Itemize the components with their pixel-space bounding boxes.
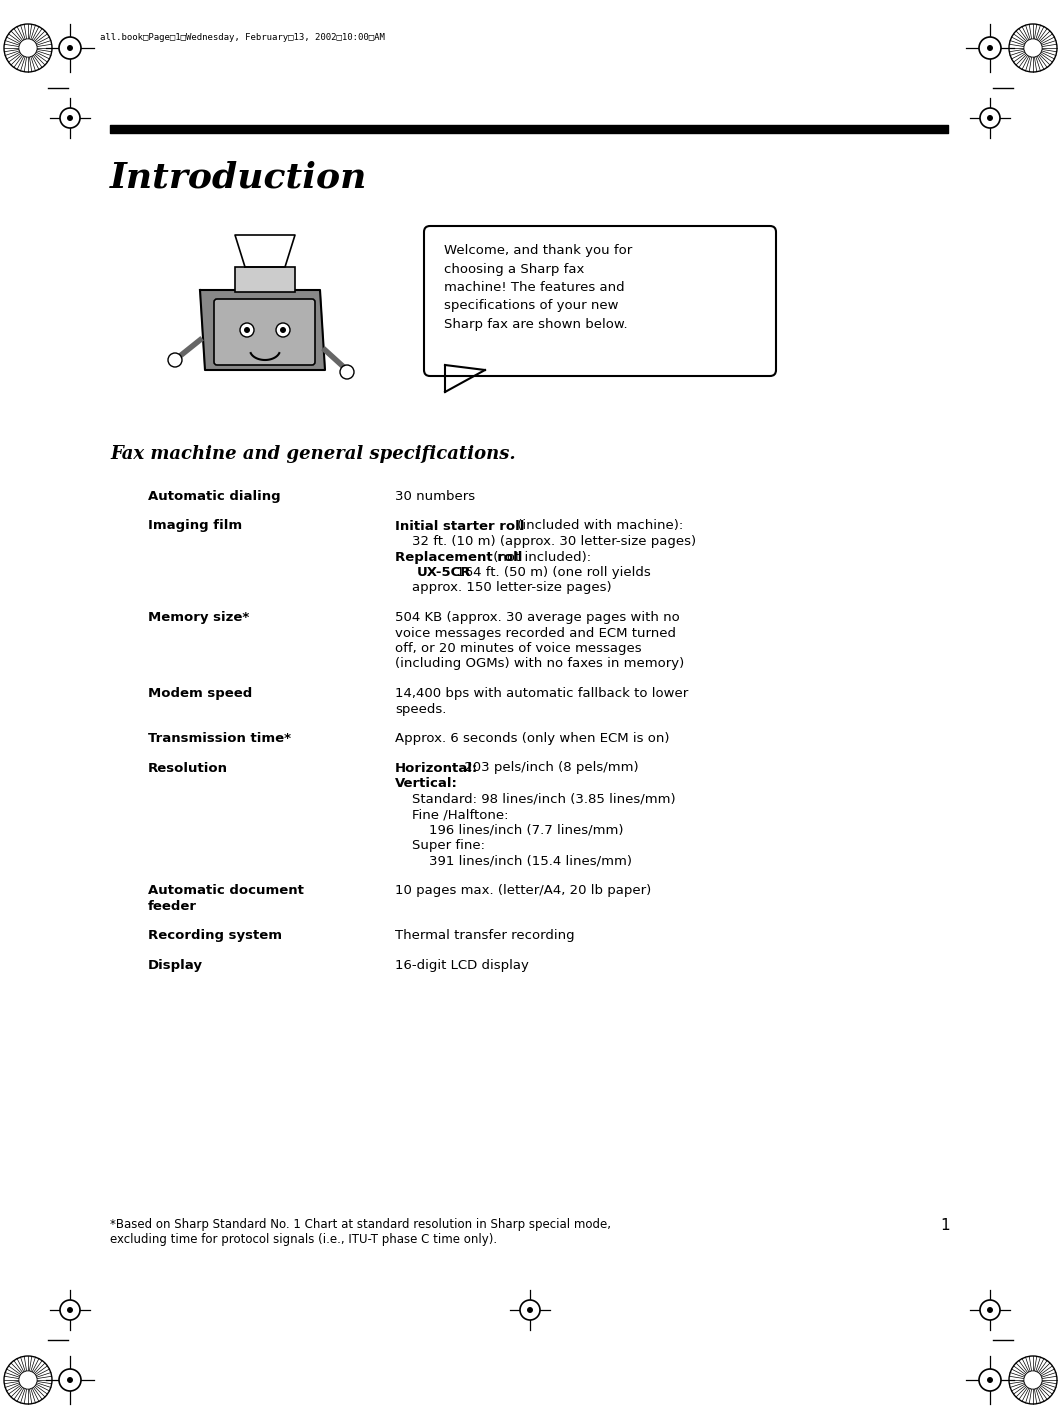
Circle shape xyxy=(19,1371,37,1389)
Text: Resolution: Resolution xyxy=(147,761,228,774)
Circle shape xyxy=(168,353,182,367)
Circle shape xyxy=(987,1377,993,1382)
Text: Modem speed: Modem speed xyxy=(147,687,253,700)
Circle shape xyxy=(60,109,80,129)
Text: all.book□Page□1□Wednesday, February□13, 2002□10:00□AM: all.book□Page□1□Wednesday, February□13, … xyxy=(100,33,385,43)
Text: 32 ft. (10 m) (approx. 30 letter-size pages): 32 ft. (10 m) (approx. 30 letter-size pa… xyxy=(395,536,696,548)
Text: Imaging film: Imaging film xyxy=(147,520,242,533)
Circle shape xyxy=(520,1299,540,1319)
Circle shape xyxy=(19,39,37,57)
Text: Fax machine and general specifications.: Fax machine and general specifications. xyxy=(110,446,516,463)
Circle shape xyxy=(59,37,81,59)
Circle shape xyxy=(987,116,993,121)
Circle shape xyxy=(980,1299,1001,1319)
FancyBboxPatch shape xyxy=(424,226,776,376)
Text: approx. 150 letter-size pages): approx. 150 letter-size pages) xyxy=(395,581,611,594)
Circle shape xyxy=(980,109,1001,129)
Circle shape xyxy=(1024,1371,1042,1389)
Text: *Based on Sharp Standard No. 1 Chart at standard resolution in Sharp special mod: *Based on Sharp Standard No. 1 Chart at … xyxy=(110,1218,611,1247)
Text: Thermal transfer recording: Thermal transfer recording xyxy=(395,930,575,942)
Text: Horizontal:: Horizontal: xyxy=(395,761,479,774)
Text: 504 KB (approx. 30 average pages with no: 504 KB (approx. 30 average pages with no xyxy=(395,611,680,624)
Text: Initial starter roll: Initial starter roll xyxy=(395,520,524,533)
Text: Automatic dialing: Automatic dialing xyxy=(147,490,280,503)
Circle shape xyxy=(240,323,254,337)
Text: Fine /Halftone:: Fine /Halftone: xyxy=(395,808,508,821)
Polygon shape xyxy=(445,366,485,393)
Text: 196 lines/inch (7.7 lines/mm): 196 lines/inch (7.7 lines/mm) xyxy=(395,824,624,837)
Text: 1: 1 xyxy=(940,1218,950,1232)
Circle shape xyxy=(280,327,286,333)
Text: 16-digit LCD display: 16-digit LCD display xyxy=(395,958,528,971)
Text: Vertical:: Vertical: xyxy=(395,777,458,790)
Polygon shape xyxy=(234,236,295,267)
Text: Transmission time*: Transmission time* xyxy=(147,733,291,745)
Circle shape xyxy=(1024,39,1042,57)
Circle shape xyxy=(987,1307,993,1312)
Circle shape xyxy=(979,1369,1001,1391)
Polygon shape xyxy=(201,290,325,370)
Text: Standard: 98 lines/inch (3.85 lines/mm): Standard: 98 lines/inch (3.85 lines/mm) xyxy=(395,793,676,805)
Text: Introduction: Introduction xyxy=(110,160,367,194)
Circle shape xyxy=(67,1307,73,1312)
Text: (included with machine):: (included with machine): xyxy=(512,520,683,533)
Circle shape xyxy=(244,327,250,333)
Text: 391 lines/inch (15.4 lines/mm): 391 lines/inch (15.4 lines/mm) xyxy=(395,854,632,867)
Bar xyxy=(234,267,295,291)
Text: feeder: feeder xyxy=(147,900,197,912)
Circle shape xyxy=(987,46,993,51)
Circle shape xyxy=(59,1369,81,1391)
Circle shape xyxy=(67,116,73,121)
Text: Super fine:: Super fine: xyxy=(395,840,485,853)
Text: Replacement roll: Replacement roll xyxy=(395,551,522,564)
Circle shape xyxy=(67,1377,73,1382)
Text: (not included):: (not included): xyxy=(489,551,591,564)
Text: speeds.: speeds. xyxy=(395,703,447,715)
Circle shape xyxy=(979,37,1001,59)
Text: off, or 20 minutes of voice messages: off, or 20 minutes of voice messages xyxy=(395,643,642,655)
Text: 14,400 bps with automatic fallback to lower: 14,400 bps with automatic fallback to lo… xyxy=(395,687,689,700)
Text: 30 numbers: 30 numbers xyxy=(395,490,475,503)
FancyBboxPatch shape xyxy=(214,298,315,366)
Circle shape xyxy=(340,366,354,378)
Text: Automatic document: Automatic document xyxy=(147,884,303,897)
Text: Display: Display xyxy=(147,958,203,971)
Text: Memory size*: Memory size* xyxy=(147,611,249,624)
Circle shape xyxy=(60,1299,80,1319)
Text: (including OGMs) with no faxes in memory): (including OGMs) with no faxes in memory… xyxy=(395,657,684,671)
Text: UX-5CR: UX-5CR xyxy=(416,565,471,578)
Text: Approx. 6 seconds (only when ECM is on): Approx. 6 seconds (only when ECM is on) xyxy=(395,733,669,745)
Circle shape xyxy=(67,46,73,51)
Text: Recording system: Recording system xyxy=(147,930,282,942)
Circle shape xyxy=(527,1307,533,1312)
Circle shape xyxy=(276,323,290,337)
Text: 164 ft. (50 m) (one roll yields: 164 ft. (50 m) (one roll yields xyxy=(452,565,650,578)
Text: 10 pages max. (letter/A4, 20 lb paper): 10 pages max. (letter/A4, 20 lb paper) xyxy=(395,884,651,897)
Text: 203 pels/inch (8 pels/mm): 203 pels/inch (8 pels/mm) xyxy=(459,761,639,774)
Text: voice messages recorded and ECM turned: voice messages recorded and ECM turned xyxy=(395,627,676,640)
Text: Welcome, and thank you for
choosing a Sharp fax
machine! The features and
specif: Welcome, and thank you for choosing a Sh… xyxy=(443,244,632,331)
